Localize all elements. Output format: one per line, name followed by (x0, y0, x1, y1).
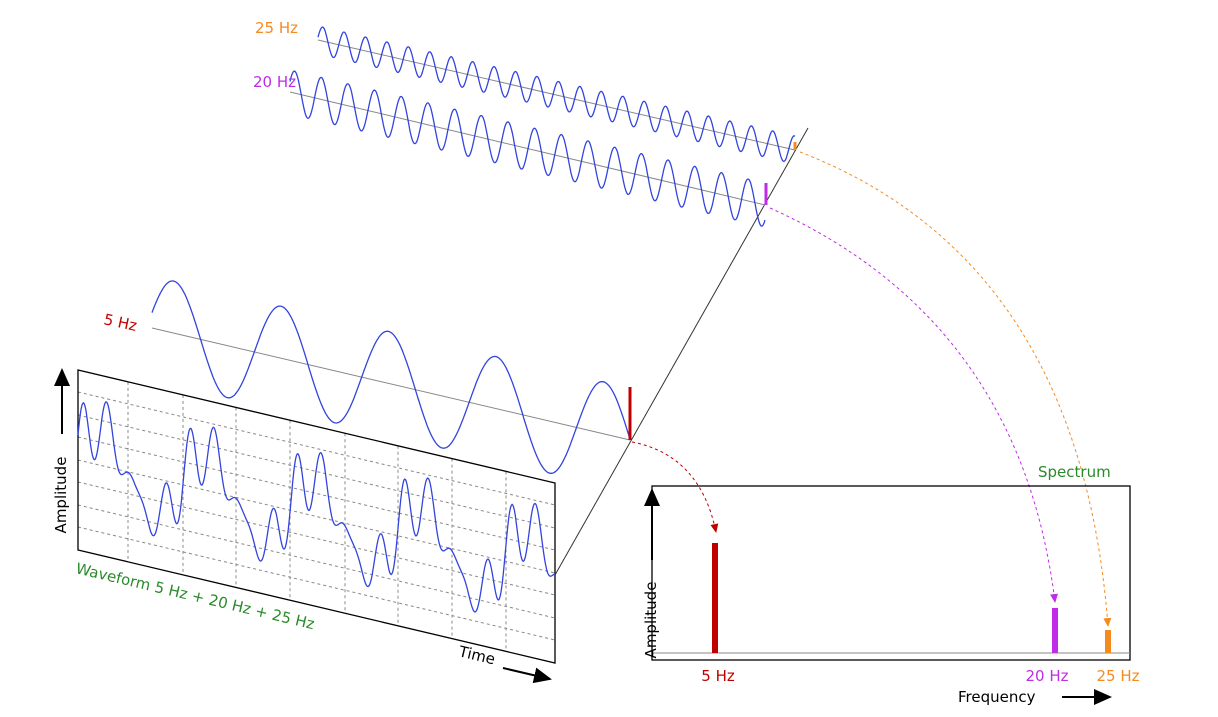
label-5: 5 Hz (102, 310, 139, 335)
peak-25 (1105, 630, 1111, 653)
waveform-title: Waveform 5 Hz + 20 Hz + 25 Hz (74, 559, 316, 633)
grid-line (77, 481, 556, 596)
arrow-5 (631, 441, 719, 533)
arrow-20 (769, 207, 1058, 603)
peak-5 (712, 543, 718, 653)
wave-25 (317, 26, 796, 163)
time-arrow (502, 667, 552, 684)
grid-line (77, 436, 556, 551)
grid-line (77, 526, 556, 641)
arrow-25 (799, 151, 1112, 627)
wave-5 (151, 280, 631, 474)
wave-sum (77, 401, 556, 613)
frequency-axis (554, 127, 809, 576)
waveform-x-label: Time (456, 642, 497, 668)
peak-label: 5 Hz (701, 667, 735, 685)
peak-label: 20 Hz (1025, 667, 1068, 685)
wave-20 (289, 70, 766, 227)
grid-line (77, 459, 556, 574)
baseline-5 (151, 327, 631, 441)
grid-line (77, 414, 556, 529)
spectrum-x-label: Frequency (958, 688, 1036, 706)
spectrum-title: Spectrum (1038, 463, 1111, 481)
waves (77, 26, 796, 613)
baseline-25 (317, 39, 796, 151)
grid-line (77, 504, 556, 619)
peak-20 (1052, 608, 1058, 653)
waveform-grid (77, 381, 556, 652)
spectrum-y-label: Amplitude (642, 582, 660, 659)
label-20: 20 Hz (253, 73, 296, 91)
spectrum-panel (651, 485, 1131, 661)
grid-line (77, 391, 556, 506)
peak-label: 25 Hz (1096, 667, 1139, 685)
waveform-y-label: Amplitude (52, 457, 70, 534)
waveform-panel (77, 369, 556, 664)
label-25: 25 Hz (255, 19, 298, 37)
